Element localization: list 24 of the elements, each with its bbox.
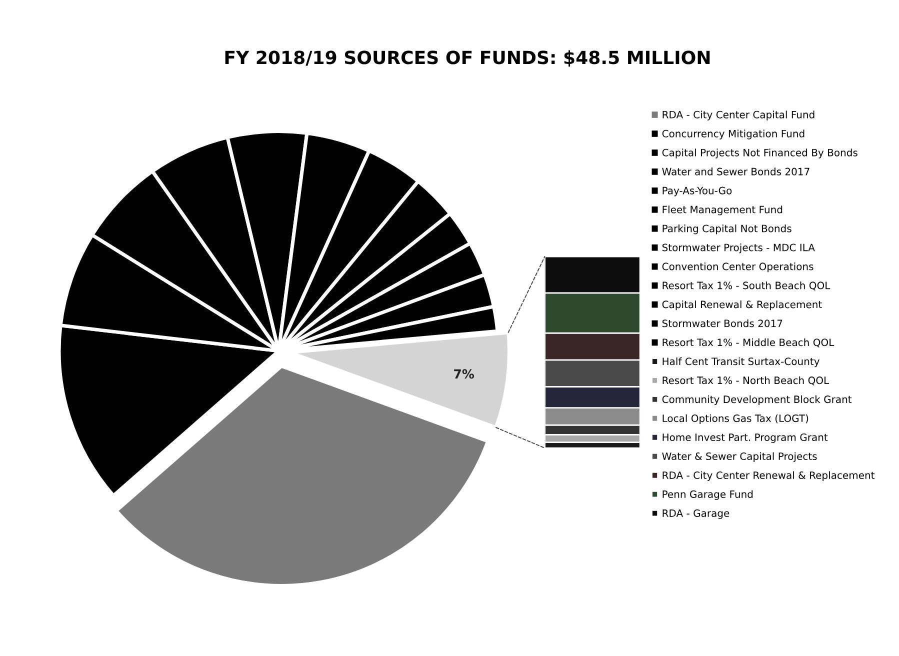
chart-title: FY 2018/19 SOURCES OF FUNDS: $48.5 MILLION [225, 50, 710, 67]
legend-label: Community Development Block Grant [662, 395, 852, 406]
legend-label: Resort Tax 1% - Middle Beach QOL [662, 338, 834, 348]
legend-label: RDA - City Center Capital Fund [662, 110, 814, 120]
legend-label: Stormwater Projects - MDC ILA [662, 244, 815, 254]
legend-label: RDA - Garage [662, 509, 730, 519]
legend-label: Pay-As-You-Go [662, 186, 732, 196]
legend-label: Resort Tax 1% - North Beach QOL [662, 376, 830, 386]
legend-label: Stormwater Bonds 2017 [662, 319, 782, 328]
legend-label: Local Options Gas Tax (LOGT) [662, 414, 808, 424]
legend-label: Capital Projects Not Financed By Bonds [662, 148, 858, 158]
data-label: 7% [454, 369, 474, 379]
legend-label: Penn Garage Fund [662, 490, 753, 500]
legend-label: Half Cent Transit Surtax-County [662, 357, 820, 368]
legend-label: RDA - City Center Renewal & Replacement [662, 471, 875, 481]
legend-label: Convention Center Operations [662, 262, 814, 272]
legend-label: Capital Renewal & Replacement [662, 300, 822, 310]
legend-label: Parking Capital Not Bonds [662, 224, 792, 234]
legend-label: Home Invest Part. Program Grant [662, 433, 828, 443]
legend-label: Concurrency Mitigation Fund [662, 130, 804, 140]
legend-label: Fleet Management Fund [662, 206, 782, 216]
legend-label: Water & Sewer Capital Projects [662, 452, 817, 462]
legend-label: Resort Tax 1% - South Beach QOL [662, 281, 830, 290]
legend-label: Water and Sewer Bonds 2017 [662, 168, 810, 176]
